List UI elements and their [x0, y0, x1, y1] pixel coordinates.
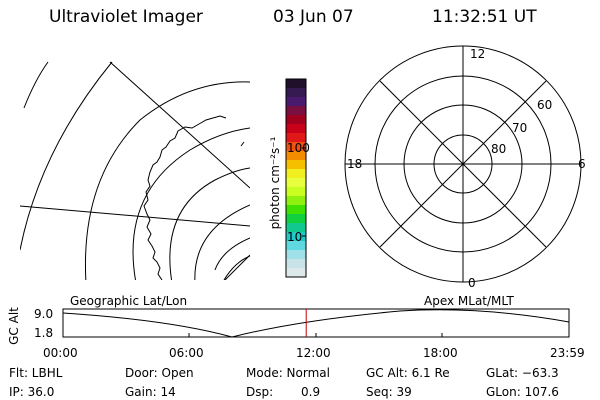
colorbar-segment	[286, 259, 306, 269]
lat-arc	[20, 61, 113, 251]
colorbar-segment	[286, 133, 306, 143]
coastline	[212, 115, 227, 119]
colorbar-tick-100: 100	[287, 141, 310, 155]
mlt-label-12: 12	[470, 47, 486, 61]
altitude-plot	[62, 308, 570, 338]
geographic-map	[20, 61, 250, 280]
alt-xtick-2359: 23:59	[550, 346, 585, 360]
time-label: 11:32:51 UT	[432, 7, 537, 27]
colorbar-unit-label: photon cm⁻²s⁻¹	[268, 136, 282, 230]
colorbar-segment	[286, 169, 306, 179]
status-gain: Gain: 14	[125, 385, 176, 399]
lat-arc	[84, 81, 250, 280]
polar-plot	[344, 45, 582, 283]
colorbar-tick-10: 10	[287, 230, 303, 244]
colorbar-segment	[286, 160, 306, 170]
colorbar-frame	[285, 78, 307, 278]
mlt-label-18: 18	[347, 157, 363, 171]
status-flt: Flt: LBHL	[9, 366, 63, 380]
instrument-title: Ultraviolet Imager	[49, 7, 203, 27]
colorbar-segment	[286, 151, 306, 161]
alt-xtick-0600: 06:00	[169, 346, 204, 360]
colorbar-segment	[286, 196, 306, 206]
colorbar-segment	[286, 223, 306, 233]
lon-line	[224, 254, 250, 280]
lon-line	[20, 205, 250, 227]
status-seq: Seq: 39	[366, 385, 412, 399]
mlt-label-6: 6	[578, 157, 586, 171]
lat-arc	[132, 127, 250, 280]
alt-ylabel: GC Alt	[7, 307, 21, 345]
status-door: Door: Open	[125, 366, 194, 380]
altitude-curve	[62, 309, 570, 338]
lat-arc	[214, 237, 250, 271]
alt-xtick-1200: 12:00	[296, 346, 331, 360]
coastline	[143, 117, 245, 280]
colorbar-segment	[286, 106, 306, 116]
status-dsp-label: Dsp:	[246, 385, 274, 399]
status-dsp-value: 0.9	[301, 385, 321, 399]
colorbar-segment	[286, 115, 306, 125]
colorbar-segment	[286, 205, 306, 215]
alt-ytick-9: 9.0	[34, 307, 54, 321]
geo-map-label: Geographic Lat/Lon	[70, 294, 188, 308]
status-gc-alt: GC Alt: 6.1 Re	[366, 366, 450, 380]
lat-arc	[169, 167, 250, 280]
colorbar-segment	[286, 250, 306, 260]
colorbar-segment	[286, 268, 306, 278]
mlt-label-0: 0	[468, 276, 476, 290]
colorbar-segment	[286, 187, 306, 197]
alt-xtick-1800: 18:00	[423, 346, 458, 360]
colorbar-segment	[286, 241, 306, 251]
polar-diagonal	[379, 80, 547, 248]
colorbar	[285, 78, 307, 278]
lat-label-80: 80	[491, 142, 507, 156]
altitude-plot-frame	[62, 308, 570, 338]
status-mode: Mode: Normal	[246, 366, 330, 380]
lat-arc	[194, 204, 250, 280]
colorbar-segment	[286, 142, 306, 152]
polar-plot-label: Apex MLat/MLT	[424, 294, 514, 308]
colorbar-segment	[286, 88, 306, 98]
alt-xtick-0000: 00:00	[43, 346, 78, 360]
date-label: 03 Jun 07	[273, 7, 354, 27]
colorbar-segment	[286, 124, 306, 134]
colorbar-segment	[286, 178, 306, 188]
status-ip: IP: 36.0	[9, 385, 55, 399]
colorbar-segment	[286, 97, 306, 107]
colorbar-segment	[286, 214, 306, 224]
alt-ytick-1-8: 1.8	[34, 326, 54, 340]
status-glon: GLon: 107.6	[486, 385, 559, 399]
lat-arc	[23, 61, 49, 109]
lat-label-60: 60	[537, 98, 553, 112]
colorbar-segment	[286, 232, 306, 242]
colorbar-segment	[286, 79, 306, 89]
lat-label-70: 70	[512, 121, 528, 135]
lon-line	[109, 61, 250, 189]
status-glat: GLat: −63.3	[486, 366, 559, 380]
